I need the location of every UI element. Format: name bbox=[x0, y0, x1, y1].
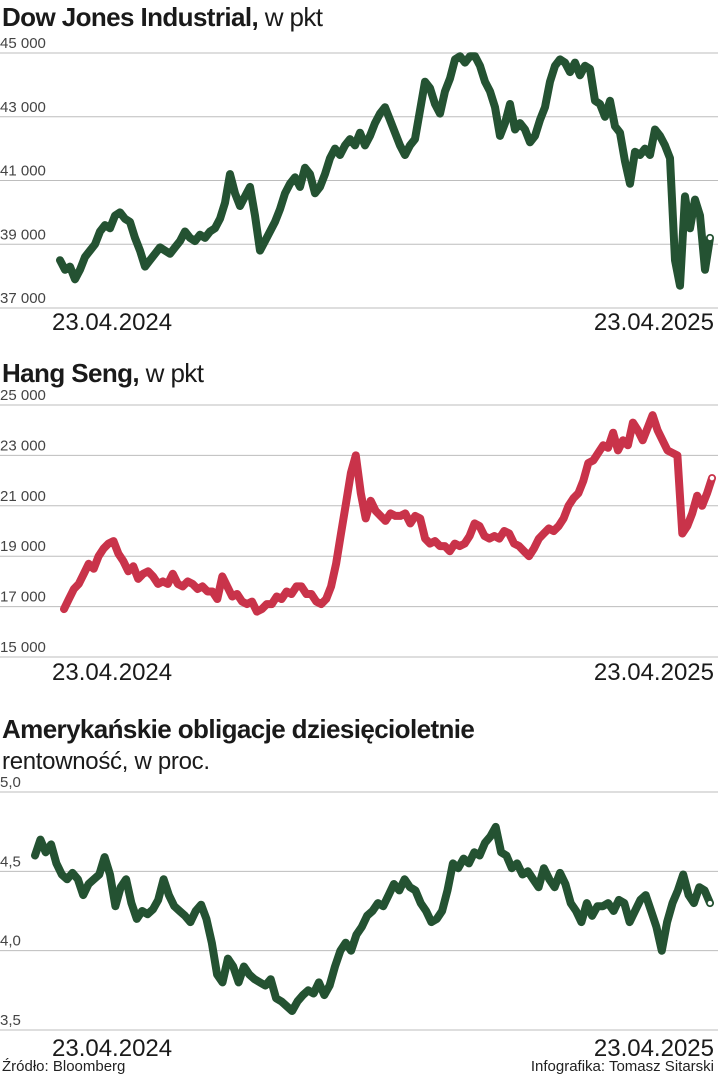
y-tick-label: 25 000 bbox=[0, 387, 46, 404]
x-start-label: 23.04.2024 bbox=[52, 1035, 172, 1062]
source-note: Źródło: Bloomberg bbox=[2, 1058, 126, 1075]
y-tick-label: 39 000 bbox=[0, 226, 46, 243]
y-tick-label: 4,5 bbox=[0, 853, 21, 870]
end-point-marker bbox=[706, 234, 714, 242]
infographic-credit: Infografika: Tomasz Sitarski bbox=[530, 1058, 714, 1075]
chart-title: Hang Seng, bbox=[2, 358, 140, 388]
x-end-label: 23.04.2025 bbox=[594, 309, 714, 336]
y-tick-label: 15 000 bbox=[0, 639, 46, 656]
y-tick-label: 37 000 bbox=[0, 290, 46, 307]
series-line bbox=[60, 411, 716, 616]
series-line bbox=[31, 822, 714, 1015]
x-start-label: 23.04.2024 bbox=[52, 659, 172, 686]
y-tick-label: 41 000 bbox=[0, 163, 46, 180]
chart-title: Dow Jones Industrial, bbox=[2, 2, 259, 32]
us-bonds-chart: 3,5 4,0 4,5 5,0 23.04.2024 23.04.2025 bbox=[0, 774, 718, 1062]
x-end-label: 23.04.2025 bbox=[594, 1035, 714, 1062]
chart-subtitle-us-bonds: rentowność, w proc. bbox=[2, 748, 210, 775]
chart-unit: w pkt bbox=[264, 2, 323, 32]
y-tick-label: 3,5 bbox=[0, 1012, 21, 1029]
hang-seng-chart: 15 000 17 000 19 000 21 000 23 000 25 000 23.0… bbox=[0, 387, 718, 686]
x-end-label: 23.04.2025 bbox=[594, 659, 714, 686]
y-tick-label: 23 000 bbox=[0, 437, 46, 454]
y-tick-label: 45 000 bbox=[0, 35, 46, 52]
chart-title: Amerykańskie obligacje dziesięcioletnie bbox=[2, 714, 475, 744]
y-tick-label: 4,0 bbox=[0, 933, 21, 950]
y-tick-label: 43 000 bbox=[0, 99, 46, 116]
chart-unit: w pkt bbox=[145, 358, 204, 388]
y-tick-label: 5,0 bbox=[0, 774, 21, 791]
chart-title-us-bonds: Amerykańskie obligacje dziesięcioletnie bbox=[2, 714, 475, 745]
chart-title-dow-jones: Dow Jones Industrial, w pkt bbox=[2, 2, 323, 33]
x-start-label: 23.04.2024 bbox=[52, 309, 172, 336]
series-line bbox=[56, 52, 714, 290]
end-point-marker bbox=[708, 474, 716, 482]
dow-jones-chart: 37 000 39 000 41 000 43 000 45 000 23.04.2024… bbox=[0, 35, 718, 336]
chart-title-hang-seng: Hang Seng, w pkt bbox=[2, 358, 204, 389]
y-tick-label: 19 000 bbox=[0, 538, 46, 555]
y-tick-label: 21 000 bbox=[0, 488, 46, 505]
end-point-marker bbox=[706, 899, 714, 907]
y-tick-label: 17 000 bbox=[0, 589, 46, 606]
